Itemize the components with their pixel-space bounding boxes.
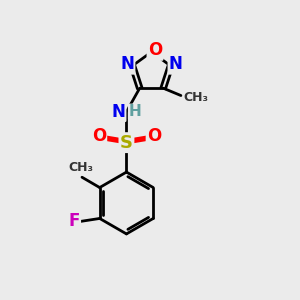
- Text: N: N: [169, 55, 183, 73]
- Text: O: O: [147, 127, 161, 145]
- Text: CH₃: CH₃: [183, 91, 208, 103]
- Text: CH₃: CH₃: [68, 161, 93, 174]
- Text: H: H: [128, 104, 141, 119]
- Text: N: N: [120, 55, 134, 73]
- Text: N: N: [111, 103, 125, 121]
- Text: O: O: [148, 41, 162, 59]
- Text: S: S: [120, 134, 133, 152]
- Text: F: F: [68, 212, 80, 230]
- Text: O: O: [92, 127, 106, 145]
